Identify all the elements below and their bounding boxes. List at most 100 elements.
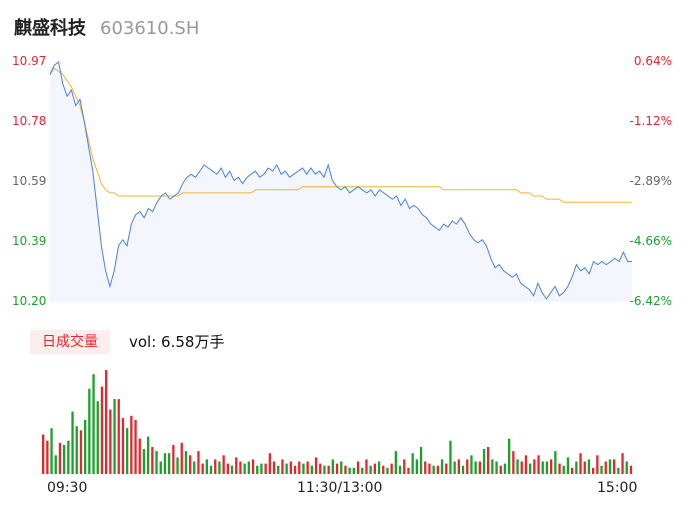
volume-bar bbox=[558, 463, 561, 474]
volume-bar bbox=[117, 399, 120, 474]
volume-bar bbox=[356, 461, 360, 474]
volume-bar bbox=[109, 409, 112, 474]
volume-bar bbox=[79, 430, 83, 474]
volume-bar bbox=[230, 465, 234, 474]
volume-bar bbox=[583, 461, 586, 474]
volume-bar bbox=[226, 463, 229, 474]
volume-bar bbox=[512, 451, 515, 474]
y-label-left-3: 10.39 bbox=[12, 234, 47, 248]
time-label-midday: 11:30/13:00 bbox=[297, 480, 383, 496]
volume-bar bbox=[571, 467, 574, 474]
volume-bar bbox=[453, 461, 456, 474]
volume-bar bbox=[54, 455, 57, 474]
volume-bar bbox=[575, 461, 578, 474]
avg-price-line bbox=[49, 67, 632, 203]
volume-bar bbox=[398, 465, 402, 474]
y-label-left-0: 10.97 bbox=[12, 54, 47, 68]
volume-bar bbox=[100, 386, 104, 474]
volume-bar bbox=[608, 459, 612, 474]
volume-bar bbox=[272, 461, 276, 474]
header: 麒盛科技 603610.SH bbox=[14, 14, 199, 40]
volume-bar bbox=[466, 459, 469, 474]
volume-bar bbox=[621, 453, 624, 474]
volume-bar bbox=[264, 463, 267, 474]
volume-bar bbox=[440, 459, 444, 474]
volume-bar bbox=[222, 455, 225, 474]
volume-bar bbox=[327, 465, 330, 474]
volume-bar bbox=[71, 411, 74, 474]
volume-bar bbox=[331, 459, 334, 474]
volume-bar bbox=[193, 461, 196, 474]
volume-bar bbox=[314, 457, 318, 474]
volume-bar bbox=[617, 467, 620, 474]
volume-bar bbox=[105, 370, 108, 474]
y-label-right-3: -4.66% bbox=[629, 234, 672, 248]
volume-bar bbox=[344, 465, 347, 474]
volume-bar bbox=[415, 459, 418, 474]
volume-bar bbox=[285, 463, 288, 474]
volume-bar bbox=[151, 447, 154, 474]
volume-bar bbox=[113, 399, 116, 474]
volume-bar bbox=[520, 461, 523, 474]
volume-bar bbox=[298, 461, 301, 474]
volume-bar bbox=[239, 461, 242, 474]
volume-bar bbox=[566, 457, 570, 474]
volume-bar bbox=[382, 465, 385, 474]
volume-bar bbox=[516, 459, 519, 474]
volume-bar bbox=[289, 461, 292, 474]
volume-bar bbox=[424, 461, 427, 474]
volume-bar bbox=[445, 463, 448, 474]
volume-bar bbox=[134, 419, 137, 474]
volume-bar bbox=[474, 461, 477, 474]
volume-bar bbox=[407, 467, 410, 474]
volume-bar bbox=[277, 465, 280, 474]
volume-bar bbox=[293, 465, 297, 474]
volume-bar bbox=[373, 463, 376, 474]
y-label-left-1: 10.78 bbox=[12, 114, 47, 128]
volume-bar bbox=[554, 451, 557, 474]
volume-bar bbox=[159, 461, 162, 474]
volume-bar bbox=[524, 455, 528, 474]
volume-bar bbox=[184, 451, 188, 474]
volume-bar bbox=[205, 459, 208, 474]
volume-bar bbox=[168, 453, 171, 474]
volume-bar bbox=[403, 459, 406, 474]
volume-bar bbox=[386, 467, 389, 474]
volume-bar bbox=[491, 459, 494, 474]
volume-bar bbox=[562, 465, 565, 474]
volume-bar bbox=[436, 465, 439, 474]
volume-bar bbox=[180, 442, 183, 474]
volume-bar bbox=[121, 417, 125, 474]
volume-bar bbox=[75, 426, 78, 474]
volume-bar bbox=[306, 461, 309, 474]
volume-bar bbox=[428, 463, 431, 474]
volume-bar bbox=[251, 459, 255, 474]
volume-bar bbox=[587, 459, 591, 474]
volume-bar bbox=[126, 428, 129, 474]
volume-bar bbox=[335, 463, 339, 474]
volume-bar bbox=[495, 461, 498, 474]
volume-bar bbox=[629, 465, 633, 474]
price-line bbox=[49, 61, 632, 300]
volume-bar bbox=[541, 461, 544, 474]
volume-bar bbox=[482, 449, 486, 474]
volume-bar bbox=[340, 461, 343, 474]
volume-bar bbox=[92, 374, 95, 474]
volume-bar bbox=[42, 434, 45, 474]
volume-bar bbox=[625, 461, 628, 474]
volume-bar bbox=[596, 455, 599, 474]
volume-bar bbox=[88, 388, 91, 474]
volume-bar bbox=[142, 449, 146, 474]
volume-bar bbox=[579, 453, 582, 474]
volume-bar bbox=[508, 438, 511, 474]
volume-bar bbox=[50, 428, 53, 474]
volume-bar bbox=[550, 459, 553, 474]
volume-bar bbox=[281, 459, 284, 474]
volume-bar bbox=[247, 461, 250, 474]
volume-bar bbox=[470, 455, 473, 474]
volume-bar bbox=[545, 461, 549, 474]
volume-bar bbox=[478, 461, 481, 474]
volume-bar bbox=[302, 463, 305, 474]
volume-bar bbox=[209, 465, 213, 474]
